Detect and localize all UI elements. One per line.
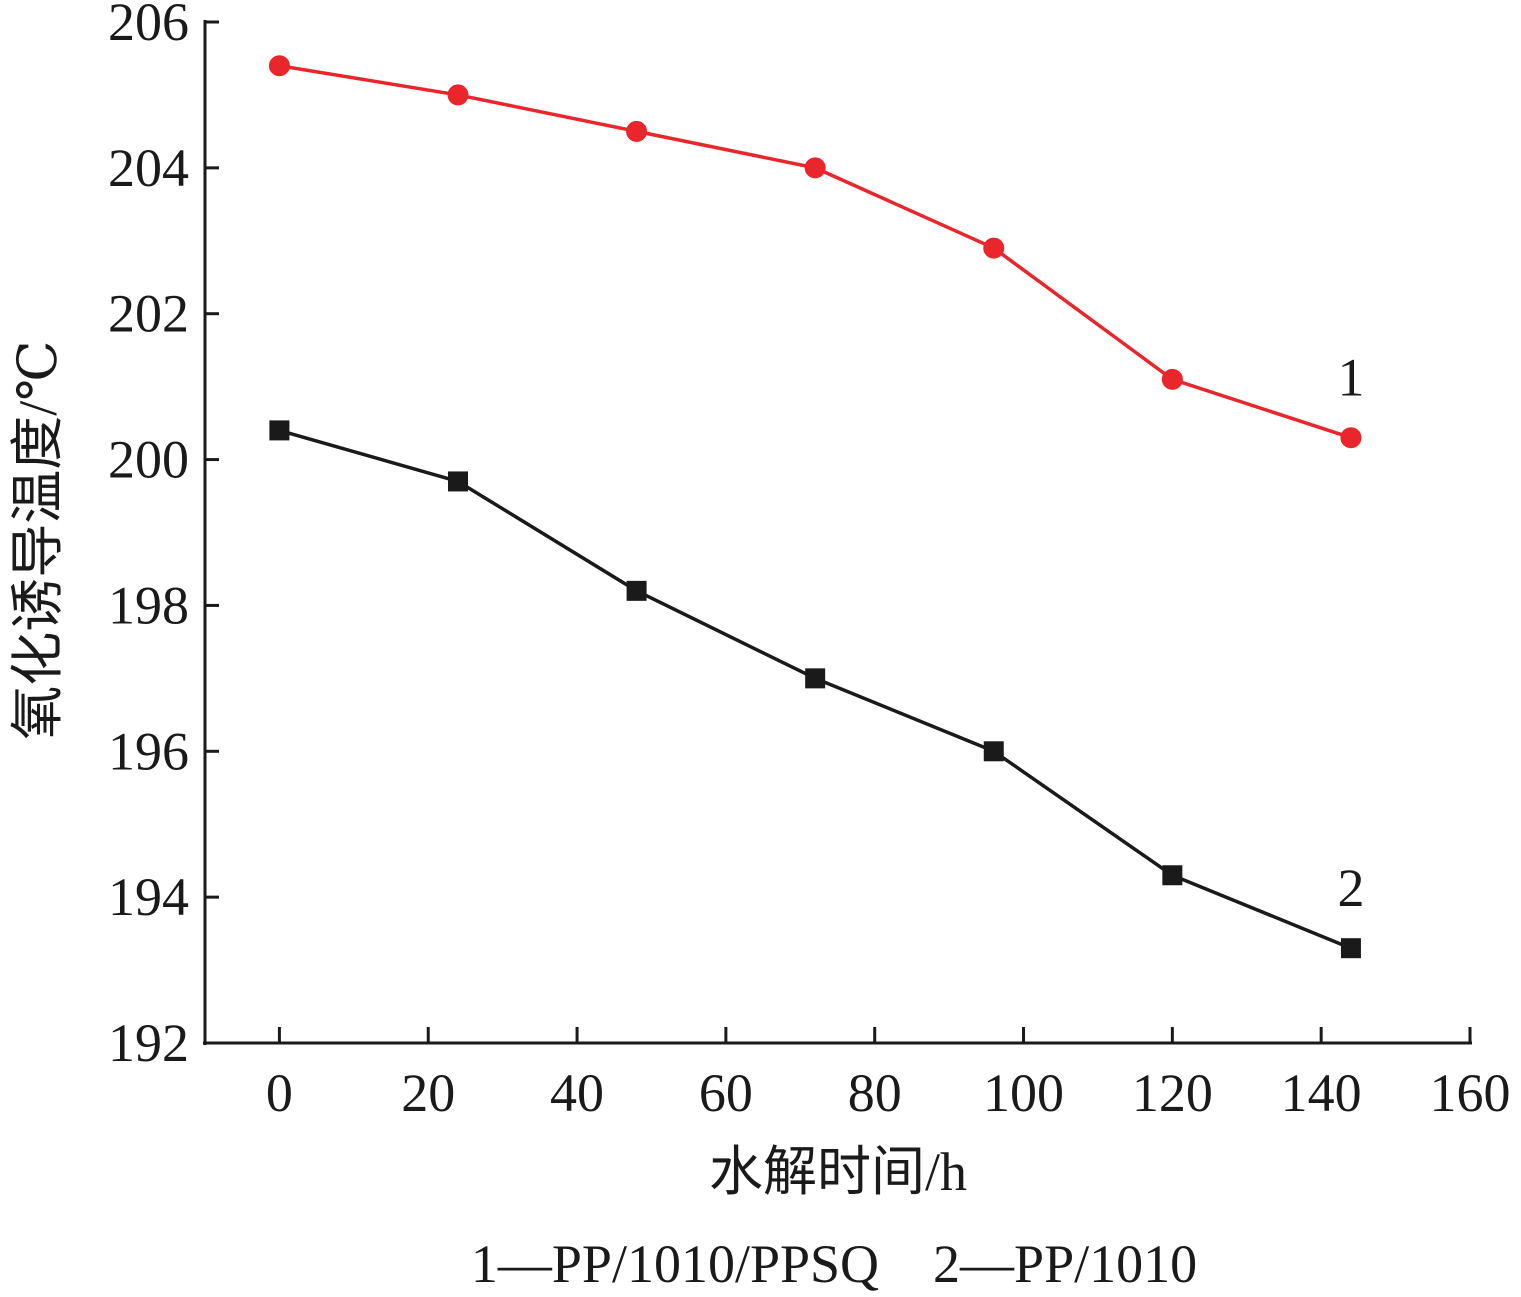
x-tick-label: 0 <box>266 1063 293 1123</box>
x-tick-label: 140 <box>1281 1063 1362 1123</box>
y-tick-label: 204 <box>108 138 189 198</box>
y-tick-label: 194 <box>108 867 189 927</box>
data-point <box>983 741 1004 762</box>
data-point <box>804 157 826 179</box>
x-tick-label: 100 <box>983 1063 1064 1123</box>
x-tick-label: 120 <box>1132 1063 1213 1123</box>
data-point <box>448 471 468 492</box>
data-point <box>626 580 647 601</box>
y-tick-label: 192 <box>108 1013 189 1073</box>
data-point <box>269 420 290 441</box>
x-tick-label: 160 <box>1430 1063 1511 1123</box>
axes: 192 194 196 198 200 202 204 206 0 20 40 60 80 100 120 1… <box>108 0 1511 1123</box>
data-point <box>983 237 1005 259</box>
caption: 1—PP/1010/PPSQ 2—PP/1010 <box>471 1234 1197 1294</box>
series-1: 1 <box>268 55 1364 449</box>
data-point <box>626 120 648 142</box>
data-point <box>805 668 826 689</box>
y-axis-title: 氧化诱导温度/℃ <box>8 340 68 739</box>
series-line-1 <box>279 64 1352 440</box>
x-tick-label: 20 <box>401 1063 455 1123</box>
series-label: 1 <box>1337 348 1364 408</box>
data-point <box>1340 427 1362 449</box>
data-point <box>1161 368 1183 390</box>
series-2: 2 <box>269 420 1364 959</box>
y-tick-label: 206 <box>108 0 189 52</box>
data-point <box>1162 865 1183 886</box>
x-axis-title: 水解时间/h <box>709 1142 967 1202</box>
series-layer: 12 <box>268 55 1364 959</box>
data-point <box>268 55 290 77</box>
y-tick-label: 196 <box>108 721 189 781</box>
data-point <box>1340 938 1361 959</box>
series-label: 2 <box>1337 858 1364 918</box>
y-tick-label: 202 <box>108 284 189 344</box>
x-tick-label: 80 <box>848 1063 902 1123</box>
series-line-2 <box>278 428 1352 950</box>
data-point <box>447 84 469 106</box>
x-tick-label: 60 <box>699 1063 753 1123</box>
y-tick-label: 200 <box>108 430 189 490</box>
x-tick-label: 40 <box>550 1063 604 1123</box>
y-tick-label: 198 <box>108 575 189 635</box>
